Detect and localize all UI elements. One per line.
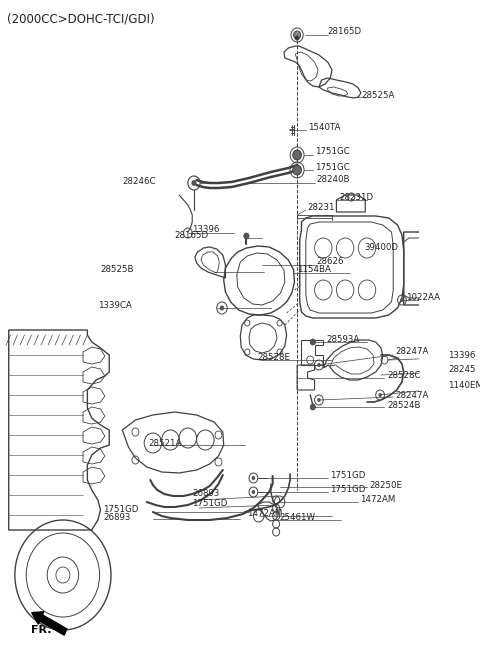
Text: 1339CA: 1339CA bbox=[98, 302, 132, 310]
Circle shape bbox=[400, 298, 404, 302]
Text: 28247A: 28247A bbox=[396, 348, 429, 356]
Text: (2000CC>DOHC-TCI/GDI): (2000CC>DOHC-TCI/GDI) bbox=[7, 12, 155, 25]
Text: 28524B: 28524B bbox=[387, 401, 420, 409]
Text: 26893: 26893 bbox=[192, 489, 220, 499]
Text: 39400D: 39400D bbox=[364, 243, 398, 253]
FancyArrow shape bbox=[32, 612, 67, 635]
Text: 1022AA: 1022AA bbox=[406, 293, 440, 302]
Circle shape bbox=[310, 404, 315, 410]
Text: 1140EM: 1140EM bbox=[448, 382, 480, 390]
Circle shape bbox=[252, 490, 255, 494]
Text: 28246C: 28246C bbox=[122, 176, 156, 186]
Circle shape bbox=[317, 398, 321, 402]
Text: 28240B: 28240B bbox=[316, 176, 350, 184]
Text: 28231D: 28231D bbox=[339, 192, 373, 201]
Text: 13396: 13396 bbox=[192, 226, 220, 234]
Circle shape bbox=[378, 393, 382, 397]
Text: 28247A: 28247A bbox=[396, 390, 429, 400]
Circle shape bbox=[295, 36, 299, 40]
Text: 28525A: 28525A bbox=[362, 91, 395, 100]
Text: 28521A: 28521A bbox=[148, 438, 182, 447]
Text: 1154BA: 1154BA bbox=[297, 266, 331, 274]
Text: 1751GC: 1751GC bbox=[314, 163, 349, 171]
Circle shape bbox=[192, 180, 197, 186]
Text: 1472AM: 1472AM bbox=[247, 508, 283, 518]
Text: 1472AM: 1472AM bbox=[360, 495, 396, 504]
Text: 28528E: 28528E bbox=[258, 354, 291, 363]
Circle shape bbox=[317, 363, 321, 367]
Text: 26893: 26893 bbox=[103, 512, 131, 522]
Circle shape bbox=[294, 31, 300, 39]
Text: 28231: 28231 bbox=[308, 203, 335, 213]
Circle shape bbox=[310, 339, 315, 345]
Circle shape bbox=[293, 150, 301, 160]
Text: 1751GD: 1751GD bbox=[330, 485, 366, 495]
Text: 28245: 28245 bbox=[448, 365, 476, 375]
Text: 1751GD: 1751GD bbox=[103, 506, 139, 514]
Text: FR.: FR. bbox=[31, 625, 51, 635]
Text: 1751GC: 1751GC bbox=[314, 148, 349, 157]
Text: 28528C: 28528C bbox=[387, 371, 420, 380]
Text: 28165D: 28165D bbox=[328, 28, 362, 37]
Text: 1751GD: 1751GD bbox=[192, 499, 228, 508]
Text: 28165D: 28165D bbox=[175, 230, 209, 239]
Text: 28525B: 28525B bbox=[100, 266, 134, 274]
Text: 28250E: 28250E bbox=[370, 480, 403, 489]
Text: 28593A: 28593A bbox=[326, 335, 359, 344]
Text: 25461W: 25461W bbox=[280, 514, 316, 522]
Circle shape bbox=[293, 165, 301, 175]
Circle shape bbox=[252, 476, 255, 480]
Circle shape bbox=[220, 306, 224, 310]
Text: 1751GD: 1751GD bbox=[330, 472, 366, 480]
Text: 28626: 28626 bbox=[316, 258, 344, 266]
Text: 1540TA: 1540TA bbox=[308, 123, 340, 133]
Circle shape bbox=[244, 233, 249, 239]
Text: 13396: 13396 bbox=[448, 352, 476, 361]
